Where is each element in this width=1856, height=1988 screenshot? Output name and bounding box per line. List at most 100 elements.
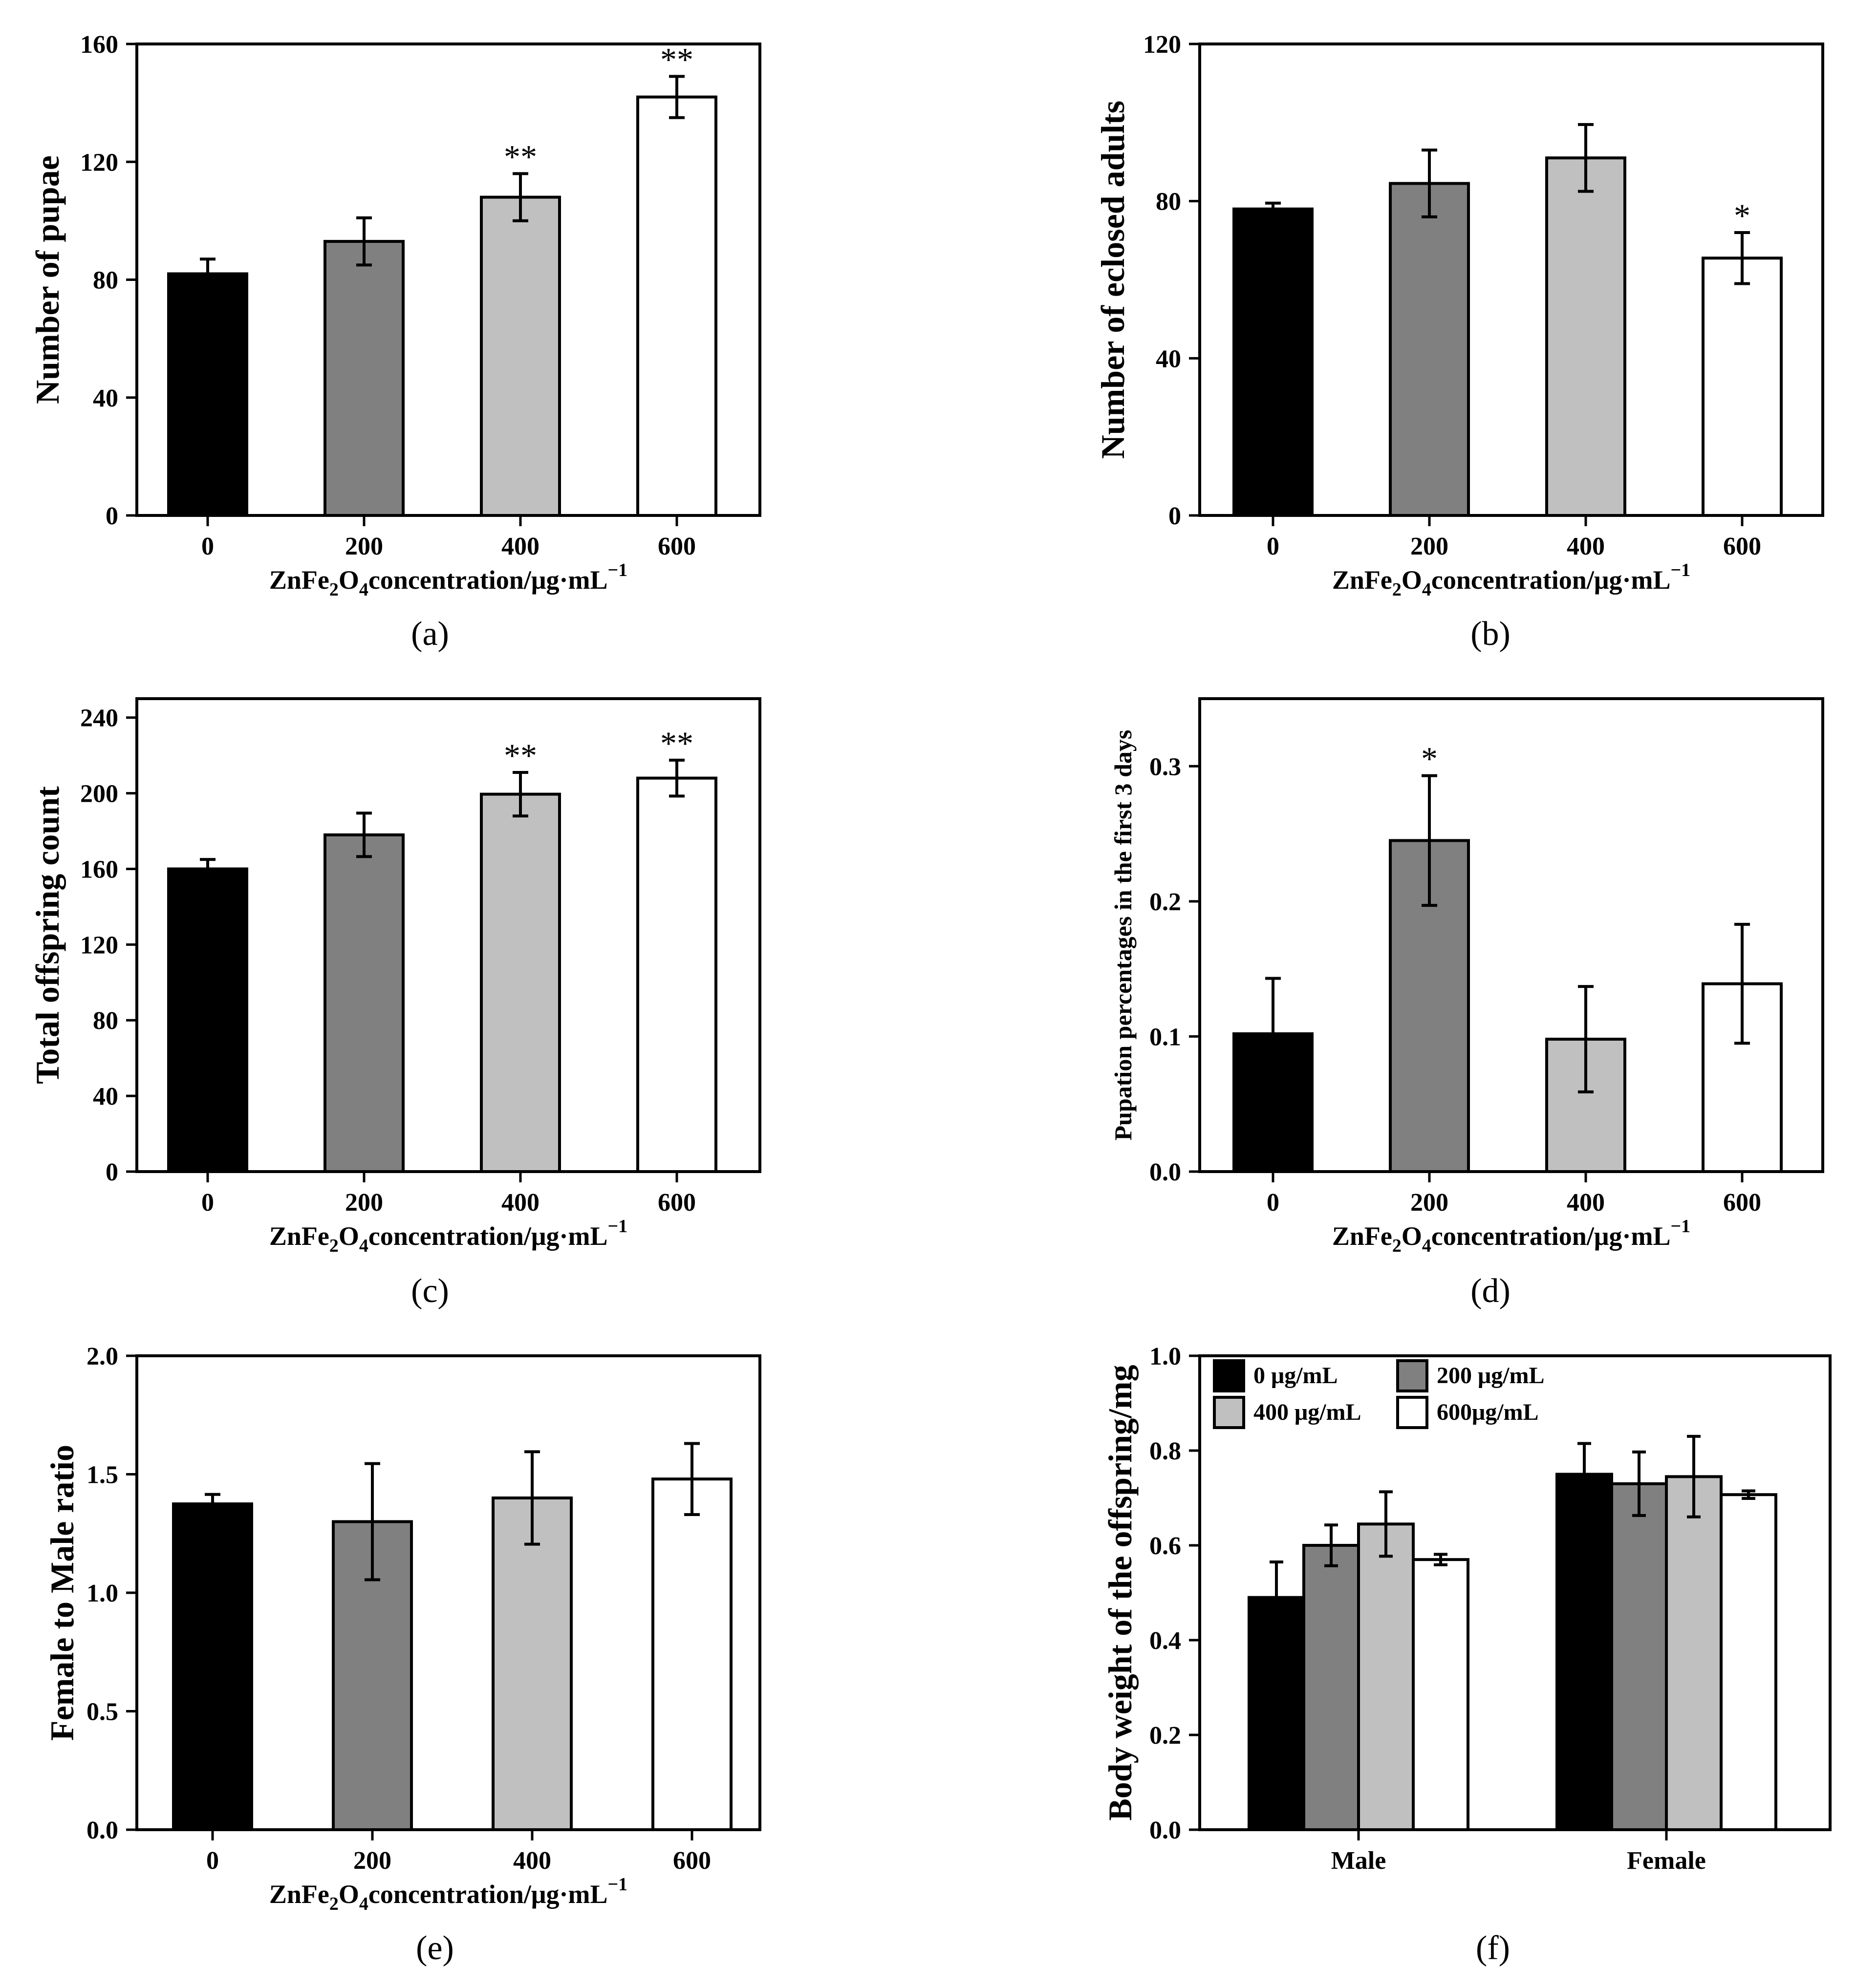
x-tick-label: 400	[501, 533, 540, 560]
x-axis-title-part: ZnFe	[269, 1221, 329, 1251]
y-tick-label: 0.1	[1149, 1023, 1181, 1051]
y-axis-title: Pupation percentages in the first 3 days	[1109, 730, 1137, 1141]
x-tick-label: 200	[1410, 1189, 1448, 1217]
significance-marker: *	[1734, 197, 1750, 234]
x-axis-title-part: concentration/μg·mL	[368, 565, 608, 595]
chart-panel-a: 0 40 80 120 160 Number of pupae (a) 0 200 400 ** 60…	[29, 31, 761, 653]
y-tick-label: 2.0	[86, 1343, 118, 1370]
y-tick-label: 160	[80, 31, 118, 59]
x-axis-title-part: ZnFe	[269, 565, 329, 595]
x-axis-title-part: O	[339, 565, 359, 595]
chart-panel-c: 0 40 80 120 160 200 240 Total offspring count (c…	[29, 697, 761, 1310]
x-axis-title-part: 4	[359, 1894, 368, 1914]
y-tick-label: 0.3	[1149, 753, 1181, 781]
legend-label: 0 μg/mL	[1253, 1363, 1338, 1389]
x-tick-label: 200	[1410, 533, 1448, 560]
x-tick-label: 200	[345, 1189, 383, 1217]
legend-swatch	[1213, 1396, 1245, 1429]
x-tick-label: 400	[513, 1847, 551, 1875]
x-axis-title-part: 4	[359, 579, 368, 600]
y-tick-label: 0	[106, 502, 118, 530]
y-tick-label: 0.2	[1149, 888, 1181, 916]
y-tick-label: 0	[1168, 502, 1181, 530]
chart-panel-b: 0 40 80 120 Number of eclosed adults (b) 0 200 4…	[1094, 31, 1824, 653]
y-axis-title: Number of pupae	[29, 155, 66, 404]
x-axis-title-part: O	[339, 1221, 359, 1251]
x-axis-title-part: −1	[607, 560, 627, 580]
legend-label: 600μg/mL	[1437, 1399, 1539, 1425]
bar	[651, 1477, 733, 1831]
legend-swatch	[1396, 1396, 1428, 1429]
chart-panel-f: 0.0 0.2 0.4 0.6 0.8 1.0 Body weight of the off…	[1101, 1343, 1832, 1967]
legend-label: 200 μg/mL	[1437, 1363, 1545, 1389]
legend-swatch	[1213, 1359, 1245, 1392]
y-tick-label: 0.0	[1149, 1158, 1181, 1186]
y-tick-label: 120	[1143, 31, 1181, 59]
x-tick-label: 0	[1267, 1189, 1279, 1217]
x-axis-title-part: ZnFe	[269, 1880, 329, 1909]
y-tick-label: 0.4	[1149, 1627, 1181, 1655]
y-tick-label: 0.8	[1149, 1437, 1181, 1465]
x-tick-label: Male	[1331, 1847, 1386, 1875]
bar	[1555, 1473, 1613, 1831]
panel-label: (c)	[411, 1272, 449, 1310]
x-axis-title-part: 2	[1392, 579, 1402, 600]
x-tick-label: 600	[658, 1189, 696, 1217]
x-axis-title-part: 2	[329, 1894, 339, 1914]
x-tick-label: 400	[501, 1189, 540, 1217]
y-tick-label: 240	[80, 705, 118, 732]
x-axis-title-part: −1	[607, 1874, 627, 1895]
y-tick-label: 160	[80, 855, 118, 883]
x-axis-title-part: O	[1402, 565, 1422, 595]
bar	[324, 833, 405, 1174]
x-axis-title-part: concentration/μg·mL	[368, 1221, 608, 1251]
bar	[1248, 1596, 1305, 1831]
legend: 0 μg/mL 200 μg/mL 400 μg/mL 600μg/mL	[1213, 1359, 1545, 1429]
x-tick-label: 0	[201, 1189, 214, 1217]
x-tick-label: 600	[673, 1847, 711, 1875]
y-tick-label: 0.6	[1149, 1532, 1181, 1560]
x-axis-title: ZnFe2O4concentration/μg·mL−1	[1332, 1216, 1690, 1256]
bar	[1665, 1475, 1723, 1832]
legend-label: 400 μg/mL	[1253, 1399, 1361, 1425]
x-tick-label: Female	[1627, 1847, 1706, 1875]
y-tick-label: 80	[93, 1007, 118, 1035]
panel-label: (f)	[1476, 1929, 1510, 1967]
bar	[324, 240, 405, 517]
y-tick-label: 120	[80, 149, 118, 176]
plot-frame	[1198, 697, 1824, 1173]
x-axis-title-part: concentration/μg·mL	[1431, 565, 1671, 595]
panel-label: (b)	[1470, 615, 1511, 653]
x-axis-title: ZnFe2O4concentration/μg·mL−1	[269, 1874, 627, 1914]
x-tick-label: 0	[1267, 533, 1279, 560]
bar	[1357, 1522, 1415, 1832]
x-axis-title-part: −1	[1670, 560, 1690, 580]
x-axis-title-part: 4	[1422, 579, 1431, 600]
x-axis-title-part: 2	[329, 579, 339, 600]
bar	[172, 1502, 253, 1831]
significance-marker: **	[660, 725, 693, 762]
bar	[1702, 257, 1783, 517]
y-axis-title: Total offspring count	[29, 786, 66, 1084]
x-axis-title-part: 2	[329, 1236, 339, 1256]
x-tick-label: 0	[206, 1847, 219, 1875]
chart-panel-d: 0.0 0.1 0.2 0.3 Pupation percentages in the …	[1109, 697, 1824, 1310]
y-axis-title: Female to Male ratio	[43, 1445, 81, 1741]
bar	[480, 792, 561, 1173]
x-axis-title-part: concentration/μg·mL	[368, 1880, 608, 1909]
y-tick-label: 120	[80, 931, 118, 959]
y-tick-label: 1.5	[86, 1461, 118, 1489]
x-tick-label: 400	[1567, 533, 1605, 560]
x-axis-title: ZnFe2O4concentration/μg·mL−1	[269, 1216, 627, 1256]
x-axis-title-part: 4	[1422, 1236, 1431, 1256]
x-axis-title-part: ZnFe	[1332, 565, 1392, 595]
legend-swatch	[1396, 1359, 1428, 1392]
chart-panel-e: 0.0 0.5 1.0 1.5 2.0 Female to Male ratio (e) 0 2…	[43, 1343, 761, 1967]
y-axis-title: Body weight of the offspring/mg	[1101, 1365, 1139, 1820]
x-axis-title: ZnFe2O4concentration/μg·mL−1	[269, 560, 627, 600]
y-tick-label: 1.0	[86, 1580, 118, 1607]
bar	[636, 776, 717, 1173]
y-tick-label: 80	[93, 267, 118, 295]
x-tick-label: 600	[658, 533, 696, 560]
y-tick-label: 40	[93, 1083, 118, 1111]
